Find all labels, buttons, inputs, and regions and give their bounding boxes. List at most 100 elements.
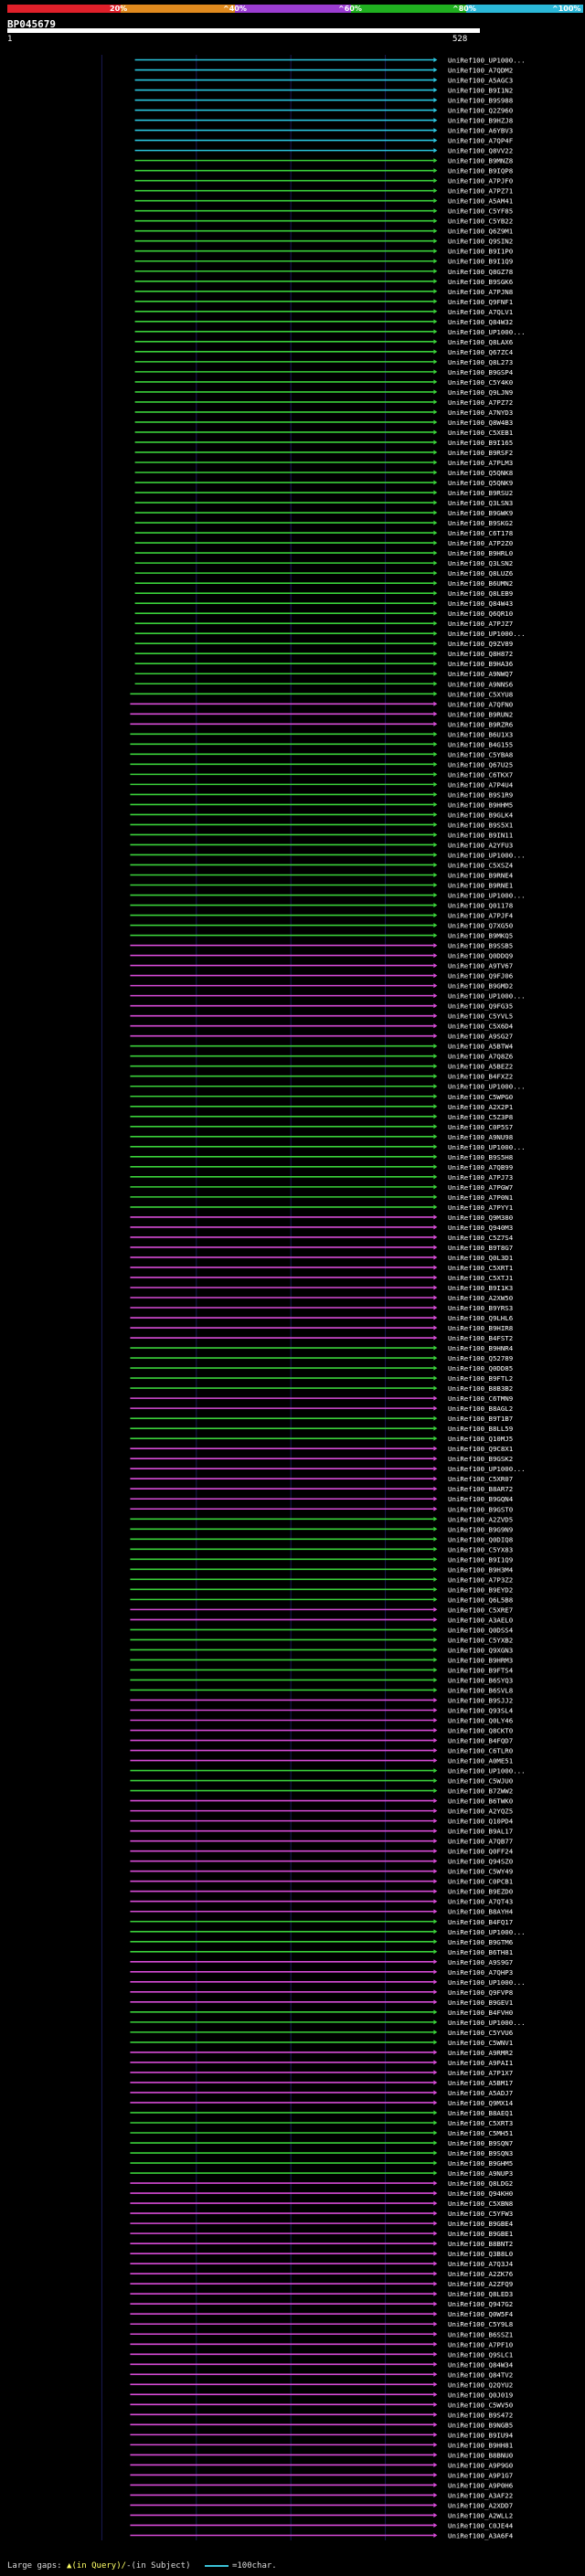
hit-label[interactable]: UniRef100_Q8LDG2	[448, 2179, 513, 2188]
hit-label[interactable]: UniRef100_C5YVL5	[448, 1012, 513, 1021]
hit-label[interactable]: UniRef100_B4FQD7	[448, 1737, 513, 1745]
hit-label[interactable]: UniRef100_B6SSZ1	[448, 2330, 513, 2338]
hit-label[interactable]: UniRef100_Q84W34	[448, 2360, 514, 2369]
hit-label[interactable]: UniRef100_UP1000...	[448, 57, 526, 65]
hit-label[interactable]: UniRef100_Q8L273	[448, 358, 513, 366]
hit-label[interactable]: UniRef100_B9S988	[448, 97, 513, 105]
hit-label[interactable]: UniRef100_B9MNZ8	[448, 157, 513, 165]
hit-label[interactable]: UniRef100_Q8W4B3	[448, 419, 513, 427]
hit-label[interactable]: UniRef100_C5X6D4	[448, 1023, 514, 1031]
hit-label[interactable]: UniRef100_Q01178	[448, 902, 513, 910]
hit-label[interactable]: UniRef100_B6TWK0	[448, 1797, 513, 1806]
hit-label[interactable]: UniRef100_A2ZVD5	[448, 1515, 513, 1523]
hit-label[interactable]: UniRef100_B9SQN7	[448, 2139, 513, 2147]
hit-label[interactable]: UniRef100_A2X2P1	[448, 1103, 513, 1111]
hit-label[interactable]: UniRef100_A7P3Z2	[448, 1575, 513, 1584]
hit-label[interactable]: UniRef100_B8BNU0	[448, 2451, 513, 2459]
hit-label[interactable]: UniRef100_A2ZFQ9	[448, 2280, 513, 2288]
hit-label[interactable]: UniRef100_B9GEV1	[448, 1998, 513, 2007]
hit-label[interactable]: UniRef100_A5BEZ2	[448, 1063, 513, 1071]
hit-label[interactable]: UniRef100_C5XTJ1	[448, 1274, 513, 1282]
hit-label[interactable]: UniRef100_B9T1B7	[448, 1415, 513, 1423]
hit-label[interactable]: UniRef100_C0PCB1	[448, 1878, 513, 1886]
hit-label[interactable]: UniRef100_B9GTM6	[448, 1938, 513, 1946]
hit-label[interactable]: UniRef100_Q9XGN3	[448, 1646, 513, 1654]
hit-label[interactable]: UniRef100_A7PLM3	[448, 459, 513, 467]
hit-label[interactable]: UniRef100_B4FXZ2	[448, 1073, 513, 1081]
hit-label[interactable]: UniRef100_A0ME51	[448, 1757, 513, 1765]
hit-label[interactable]: UniRef100_B8B3B2	[448, 1384, 513, 1393]
hit-label[interactable]: UniRef100_C5XRE7	[448, 1606, 513, 1614]
hit-label[interactable]: UniRef100_B9RSU2	[448, 489, 513, 497]
hit-label[interactable]: UniRef100_B9SSB5	[448, 942, 513, 950]
hit-label[interactable]: UniRef100_A9TV67	[448, 962, 513, 970]
hit-label[interactable]: UniRef100_Q9M380	[448, 1214, 513, 1222]
hit-label[interactable]: UniRef100_Q9FJ06	[448, 972, 513, 981]
hit-label[interactable]: UniRef100_C6T178	[448, 529, 513, 537]
hit-label[interactable]: UniRef100_Q3LSN3	[448, 499, 513, 507]
hit-label[interactable]: UniRef100_C5YBA8	[448, 750, 513, 758]
hit-label[interactable]: UniRef100_B9S1R9	[448, 790, 513, 799]
hit-label[interactable]: UniRef100_B9RUN2	[448, 710, 513, 718]
hit-label[interactable]: UniRef100_A6YBV3	[448, 127, 513, 135]
hit-label[interactable]: UniRef100_B9I1K3	[448, 1284, 513, 1292]
hit-label[interactable]: UniRef100_A7PYY1	[448, 1203, 513, 1212]
hit-label[interactable]: UniRef100_A7PJZ7	[448, 620, 513, 628]
hit-label[interactable]: UniRef100_A7PJ73	[448, 1173, 513, 1182]
hit-label[interactable]: UniRef100_A2WLL2	[448, 2511, 513, 2519]
hit-label[interactable]: UniRef100_A7QHP3	[448, 1968, 513, 1977]
hit-label[interactable]: UniRef100_C5YFW3	[448, 2210, 513, 2218]
hit-label[interactable]: UniRef100_C5XRT1	[448, 1264, 513, 1272]
hit-label[interactable]: UniRef100_Q6Z9M1	[448, 228, 513, 236]
hit-label[interactable]: UniRef100_B9I1P0	[448, 248, 513, 256]
hit-label[interactable]: UniRef100_A7Q3J4	[448, 2260, 514, 2268]
hit-label[interactable]: UniRef100_B8AGL2	[448, 1405, 513, 1413]
hit-label[interactable]: UniRef100_C5WY49	[448, 1868, 513, 1876]
hit-label[interactable]: UniRef100_C5XR07	[448, 1475, 513, 1483]
hit-label[interactable]: UniRef100_B7ZWW2	[448, 1787, 513, 1796]
hit-label[interactable]: UniRef100_Q94KH0	[448, 2189, 513, 2198]
hit-label[interactable]: UniRef100_A7PZ71	[448, 187, 513, 196]
hit-label[interactable]: UniRef100_B9T8G7	[448, 1244, 513, 1252]
hit-label[interactable]: UniRef100_UP1000...	[448, 892, 526, 900]
hit-label[interactable]: UniRef100_B9SKG2	[448, 519, 513, 527]
hit-label[interactable]: UniRef100_B4G155	[448, 740, 513, 748]
hit-label[interactable]: UniRef100_Q6QR10	[448, 610, 513, 618]
hit-label[interactable]: UniRef100_B8BNT2	[448, 2240, 513, 2248]
hit-label[interactable]: UniRef100_C5WJU0	[448, 1777, 513, 1786]
hit-label[interactable]: UniRef100_Q93SL4	[448, 1706, 514, 1714]
hit-label[interactable]: UniRef100_Q2Z960	[448, 107, 513, 115]
hit-label[interactable]: UniRef100_C5XSZ4	[448, 861, 514, 869]
hit-label[interactable]: UniRef100_Q10MJ5	[448, 1435, 513, 1443]
hit-label[interactable]: UniRef100_C5MH51	[448, 2129, 513, 2137]
hit-label[interactable]: UniRef100_UP1000...	[448, 1083, 526, 1091]
hit-label[interactable]: UniRef100_A7NYD3	[448, 408, 513, 417]
hit-label[interactable]: UniRef100_Q8VV22	[448, 147, 513, 155]
hit-label[interactable]: UniRef100_B8AR72	[448, 1485, 513, 1493]
hit-label[interactable]: UniRef100_B9S5X1	[448, 821, 513, 829]
hit-label[interactable]: UniRef100_B9S472	[448, 2411, 513, 2419]
hit-label[interactable]: UniRef100_A7QT43	[448, 1898, 513, 1906]
hit-label[interactable]: UniRef100_UP1000...	[448, 992, 526, 1001]
hit-label[interactable]: UniRef100_C5XEB1	[448, 429, 513, 437]
hit-label[interactable]: UniRef100_Q0W5F4	[448, 2310, 514, 2318]
hit-label[interactable]: UniRef100_Q8LUZ6	[448, 569, 513, 578]
hit-label[interactable]: UniRef100_A5ADJ7	[448, 2089, 513, 2097]
hit-label[interactable]: UniRef100_C5XBN8	[448, 2200, 513, 2208]
hit-label[interactable]: UniRef100_Q67ZC4	[448, 348, 514, 356]
hit-label[interactable]: UniRef100_B6SVL8	[448, 1686, 513, 1694]
hit-label[interactable]: UniRef100_Q9LJN9	[448, 388, 513, 397]
hit-label[interactable]: UniRef100_Q0DSS4	[448, 1626, 514, 1634]
hit-label[interactable]: UniRef100_B8AEQ1	[448, 2109, 513, 2117]
hit-label[interactable]: UniRef100_C5Z3P8	[448, 1113, 513, 1121]
hit-label[interactable]: UniRef100_B9IN11	[448, 831, 513, 839]
hit-label[interactable]: UniRef100_Q10PD4	[448, 1818, 514, 1826]
hit-label[interactable]: UniRef100_Q9LHL6	[448, 1314, 513, 1322]
hit-label[interactable]: UniRef100_B9HNR4	[448, 1344, 514, 1352]
hit-label[interactable]: UniRef100_B9G9N9	[448, 1525, 513, 1533]
hit-label[interactable]: UniRef100_A2YFU3	[448, 841, 513, 849]
hit-label[interactable]: UniRef100_B9GBE1	[448, 2230, 513, 2238]
hit-label[interactable]: UniRef100_UP1000...	[448, 1465, 526, 1473]
hit-label[interactable]: UniRef100_A9P0H6	[448, 2481, 513, 2489]
hit-label[interactable]: UniRef100_A7Q8Z6	[448, 1053, 513, 1061]
